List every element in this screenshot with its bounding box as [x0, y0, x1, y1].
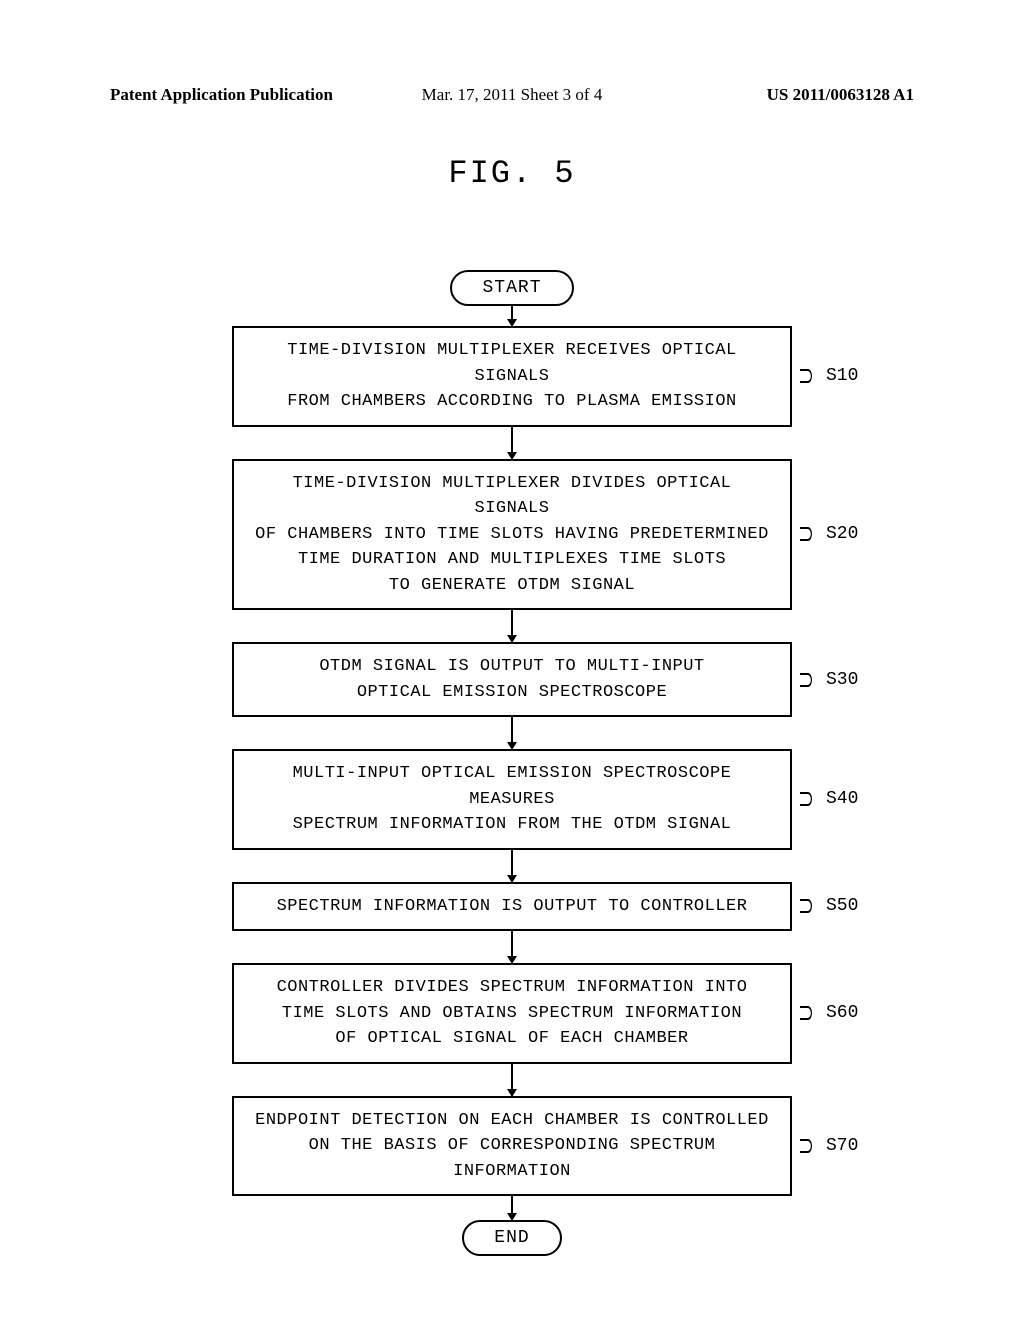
process-step-s30: OTDM SIGNAL IS OUTPUT TO MULTI-INPUT OPT…: [232, 642, 792, 717]
flow-arrow: [511, 427, 513, 459]
header-date-sheet: Mar. 17, 2011 Sheet 3 of 4: [422, 85, 603, 105]
process-step-s20: TIME-DIVISION MULTIPLEXER DIVIDES OPTICA…: [232, 459, 792, 611]
step-label: S30: [800, 670, 858, 690]
process-step-s50: SPECTRUM INFORMATION IS OUTPUT TO CONTRO…: [232, 882, 792, 932]
process-step-s40: MULTI-INPUT OPTICAL EMISSION SPECTROSCOP…: [232, 749, 792, 850]
flow-arrow: [511, 306, 513, 326]
flow-arrow: [511, 850, 513, 882]
step-label: S40: [800, 789, 858, 809]
step-wrapper: TIME-DIVISION MULTIPLEXER DIVIDES OPTICA…: [232, 459, 792, 611]
step-wrapper: CONTROLLER DIVIDES SPECTRUM INFORMATION …: [232, 963, 792, 1064]
flow-arrow: [511, 717, 513, 749]
flow-arrow: [511, 610, 513, 642]
step-label: S60: [800, 1003, 858, 1023]
flow-arrow: [511, 931, 513, 963]
flow-arrow: [511, 1064, 513, 1096]
step-label: S10: [800, 366, 858, 386]
end-terminal: END: [462, 1220, 561, 1256]
process-step-s10: TIME-DIVISION MULTIPLEXER RECEIVES OPTIC…: [232, 326, 792, 427]
step-label: S20: [800, 524, 858, 544]
start-terminal: START: [450, 270, 573, 306]
step-label: S50: [800, 896, 858, 916]
header-publication: Patent Application Publication: [110, 85, 333, 105]
process-step-s70: ENDPOINT DETECTION ON EACH CHAMBER IS CO…: [232, 1096, 792, 1197]
step-wrapper: OTDM SIGNAL IS OUTPUT TO MULTI-INPUT OPT…: [232, 642, 792, 717]
flow-arrow: [511, 1196, 513, 1220]
step-wrapper: SPECTRUM INFORMATION IS OUTPUT TO CONTRO…: [232, 882, 792, 932]
step-wrapper: TIME-DIVISION MULTIPLEXER RECEIVES OPTIC…: [232, 326, 792, 427]
step-wrapper: MULTI-INPUT OPTICAL EMISSION SPECTROSCOP…: [232, 749, 792, 850]
page-header: Patent Application Publication Mar. 17, …: [0, 85, 1024, 105]
process-step-s60: CONTROLLER DIVIDES SPECTRUM INFORMATION …: [232, 963, 792, 1064]
figure-title: FIG. 5: [448, 155, 575, 192]
step-label: S70: [800, 1136, 858, 1156]
step-wrapper: ENDPOINT DETECTION ON EACH CHAMBER IS CO…: [232, 1096, 792, 1197]
flowchart-container: START TIME-DIVISION MULTIPLEXER RECEIVES…: [192, 270, 832, 1256]
header-patent-number: US 2011/0063128 A1: [767, 85, 914, 105]
